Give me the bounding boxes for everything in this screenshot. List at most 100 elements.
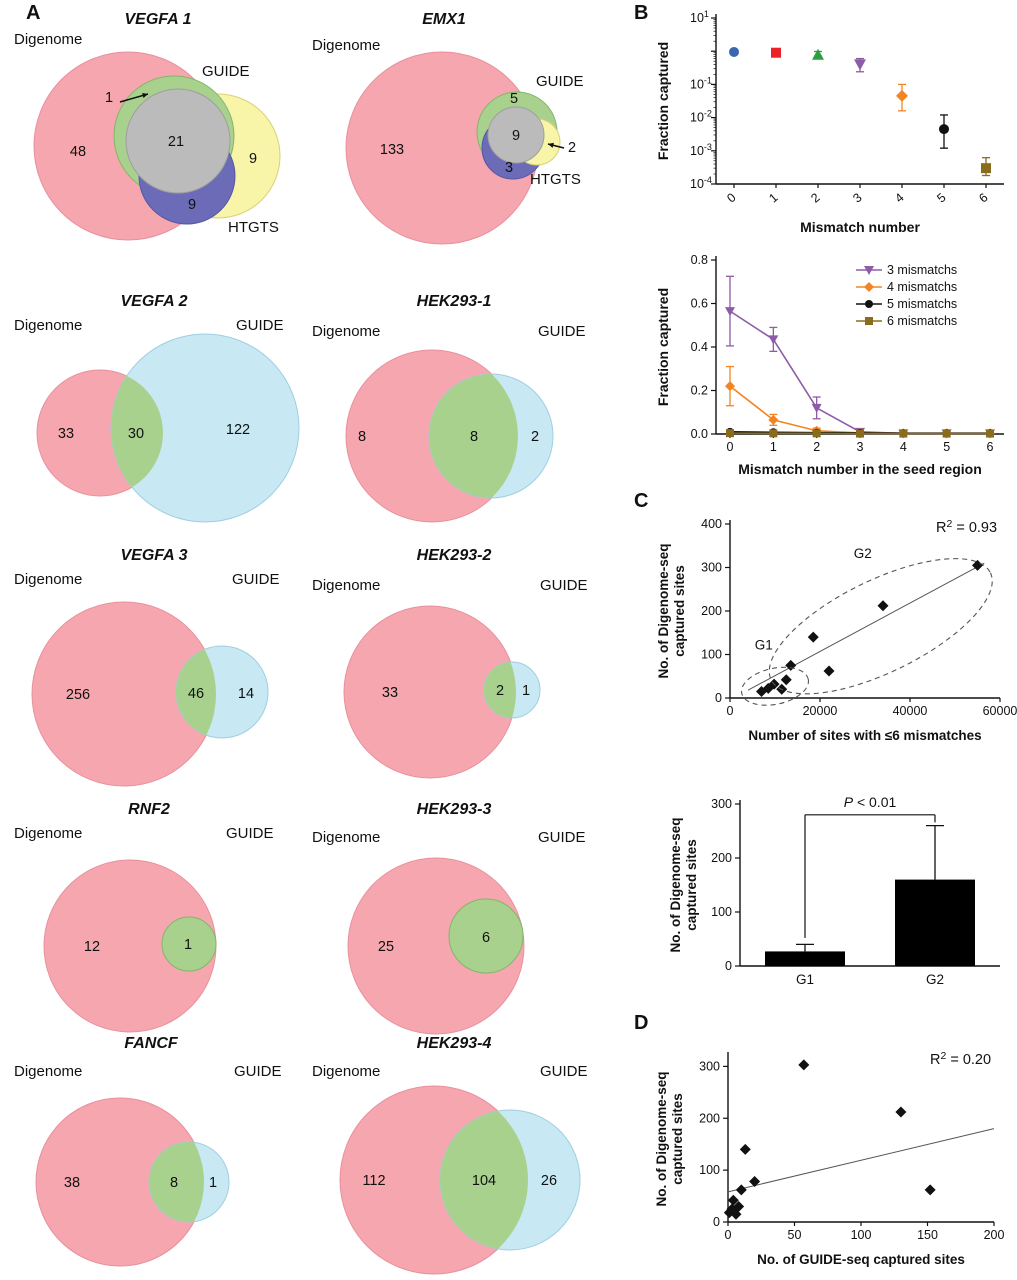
- x-tick-label: 0: [727, 704, 734, 718]
- venn-count: 6: [482, 930, 490, 946]
- venn-title: HEK293-4: [417, 1035, 492, 1052]
- y-tick-label: 0.4: [691, 340, 708, 354]
- venn-set-circle-gray: [487, 106, 545, 164]
- x-tick-label: 5: [943, 440, 950, 454]
- y-axis-label: No. of Digenome-seq: [654, 1071, 669, 1206]
- venn-title: VEGFA 2: [121, 293, 188, 310]
- venn-set-label: GUIDE: [226, 825, 274, 842]
- data-point-square: [865, 317, 873, 325]
- y-axis-label: Fraction captured: [655, 288, 671, 406]
- legend-label: 4 mismatchs: [887, 280, 957, 294]
- venn-title: VEGFA 3: [121, 547, 188, 564]
- venn-count: 1: [209, 1175, 217, 1191]
- venn-title: EMX1: [422, 11, 466, 28]
- venn-set-label: GUIDE: [540, 577, 588, 594]
- venn-vegfa-2: VEGFA 2 Digenome GUIDE 33 30 122: [14, 293, 300, 523]
- bar-g1: [765, 951, 845, 966]
- data-point-tri-up: [812, 48, 824, 60]
- venn-count: 8: [358, 429, 366, 445]
- x-tick-label: 100: [851, 1228, 872, 1242]
- venn-title: HEK293-1: [417, 293, 492, 310]
- venn-title: HEK293-3: [417, 801, 492, 818]
- y-axis-label: captured sites: [684, 839, 699, 931]
- y-tick-label: 0: [713, 1215, 720, 1229]
- x-axis-label: Mismatch number in the seed region: [738, 461, 982, 477]
- data-point-square: [986, 429, 994, 438]
- group-label: G2: [854, 546, 872, 561]
- venn-set-circle-green: [161, 916, 217, 972]
- venn-count: 2: [531, 429, 539, 445]
- data-point-circle: [939, 124, 949, 135]
- data-point-square: [726, 429, 734, 438]
- y-tick-label: 100: [699, 1163, 720, 1177]
- x-tick-label: 150: [917, 1228, 938, 1242]
- venn-set-label: Digenome: [312, 323, 380, 340]
- y-axis-label: No. of Digenome-seq: [668, 817, 683, 952]
- x-tick-label: 1: [766, 190, 780, 205]
- panel-a-label: A: [26, 2, 41, 24]
- panel-c-label: C: [634, 490, 649, 512]
- venn-set-label: Digenome: [312, 829, 380, 846]
- x-tick-label: 4: [892, 190, 906, 205]
- chart-digenome-vs-guide-sites: 0 100 200 300 0 50 100 150 200 R2 = 0.20 No. of GU…: [654, 1051, 1004, 1267]
- venn-overlap-green: [176, 646, 216, 738]
- data-point-diamond: [725, 381, 735, 392]
- chart-g1-g2-bar: 0 100 200 300 G1 G2 P < 0.01 No. of Digenome-se…: [668, 794, 1000, 987]
- venn-count: 14: [238, 686, 254, 702]
- data-point-diamond: [895, 1106, 907, 1118]
- venn-count: 33: [382, 685, 398, 701]
- venn-overlap-green: [149, 1142, 204, 1222]
- venn-count: 8: [170, 1175, 178, 1191]
- data-point-diamond: [807, 631, 819, 643]
- r-squared-label: R2 = 0.20: [930, 1051, 991, 1068]
- x-tick-label: 0: [727, 440, 734, 454]
- venn-count: 1: [105, 90, 113, 106]
- series-line: [729, 385, 990, 435]
- x-tick-label: 2: [813, 440, 820, 454]
- data-point-diamond: [768, 414, 779, 425]
- legend-label: 5 mismatchs: [887, 297, 957, 311]
- venn-overlap-green: [429, 374, 518, 498]
- venn-count: 21: [168, 134, 184, 150]
- x-tick-label: 4: [900, 440, 907, 454]
- x-tick-label: 40000: [893, 704, 928, 718]
- venn-count: 33: [58, 426, 74, 442]
- venn-emx1: EMX1 Digenome GUIDE HTGTS 133 5 9 3 2: [312, 11, 584, 245]
- data-point-circle: [865, 300, 873, 308]
- trend-line: [747, 562, 985, 691]
- venn-set-label: Digenome: [312, 1063, 380, 1080]
- data-point-square: [942, 429, 951, 438]
- venn-count: 112: [362, 1173, 385, 1189]
- y-tick-label: 300: [701, 561, 722, 575]
- x-tick-label: 3: [857, 440, 864, 454]
- y-tick-label: 10-1: [690, 75, 712, 91]
- y-axis-label: captured sites: [670, 1093, 685, 1185]
- legend-label: 3 mismatchs: [887, 263, 957, 277]
- trend-line: [727, 1128, 995, 1193]
- x-category-label: G2: [926, 972, 944, 987]
- venn-set-label: GUIDE: [536, 73, 584, 90]
- data-point-diamond: [896, 89, 908, 102]
- y-tick-label: 0.0: [691, 427, 708, 441]
- y-tick-label: 0.2: [691, 384, 708, 398]
- venn-title: HEK293-2: [417, 547, 492, 564]
- group-label: G1: [755, 637, 773, 652]
- group-ellipse-g1: [740, 666, 810, 706]
- venn-count: 3: [505, 160, 513, 176]
- x-axis-label: Mismatch number: [800, 219, 920, 235]
- data-point-diamond: [924, 1184, 936, 1196]
- x-tick-label: 6: [976, 190, 990, 205]
- venn-count: 5: [510, 91, 518, 107]
- venn-hek293-2: HEK293-2 Digenome GUIDE 33 2 1: [312, 547, 588, 779]
- data-point-diamond: [733, 1200, 745, 1212]
- legend-label: 6 mismatchs: [887, 314, 957, 328]
- venn-set-circle-green: [448, 898, 524, 974]
- data-point-diamond: [739, 1143, 751, 1155]
- venn-count: 104: [472, 1173, 496, 1189]
- data-point-square: [981, 163, 991, 174]
- venn-set-circle-gray: [125, 88, 231, 194]
- data-point-tri-down: [864, 266, 874, 275]
- data-point-tri-down: [725, 307, 735, 317]
